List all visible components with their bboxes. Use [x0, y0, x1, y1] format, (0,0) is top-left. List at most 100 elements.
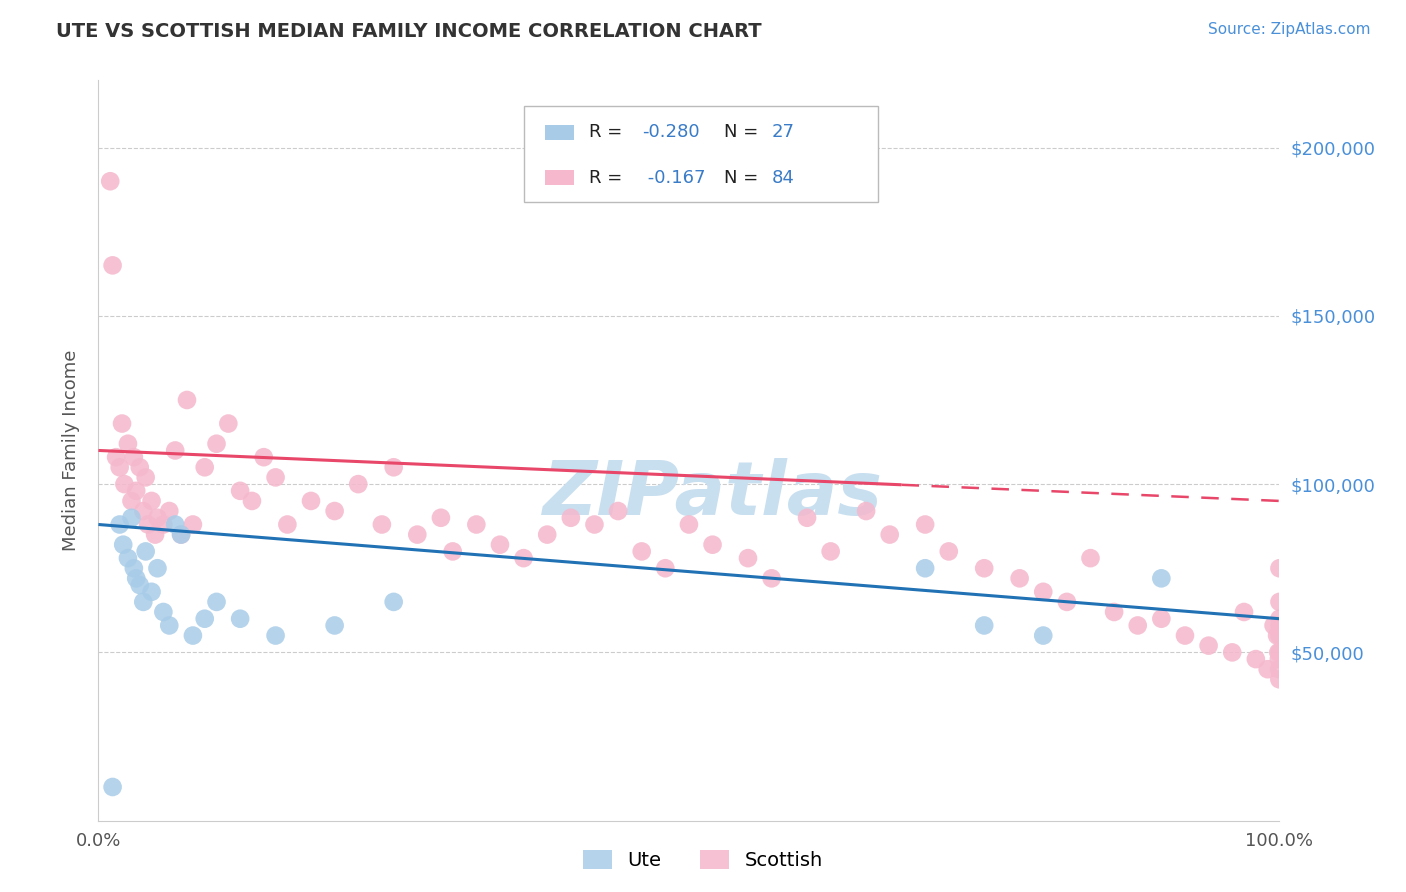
- Point: [855, 504, 877, 518]
- Legend: Ute, Scottish: Ute, Scottish: [575, 842, 831, 878]
- Point: [108, 460, 131, 475]
- Point: [702, 538, 724, 552]
- Point: [1102, 605, 1125, 619]
- Point: [229, 612, 252, 626]
- Point: [1174, 628, 1197, 642]
- Point: [112, 538, 135, 552]
- Point: [796, 510, 818, 524]
- Point: [217, 417, 239, 431]
- Point: [194, 460, 217, 475]
- Point: [1268, 662, 1291, 676]
- Point: [141, 494, 163, 508]
- Point: [101, 259, 124, 273]
- Point: [264, 470, 287, 484]
- Point: [761, 571, 783, 585]
- Point: [205, 436, 228, 450]
- Point: [607, 504, 630, 518]
- Point: [382, 595, 405, 609]
- Point: [1257, 662, 1279, 676]
- Point: [117, 436, 139, 450]
- Point: [1267, 645, 1289, 659]
- Point: [122, 561, 145, 575]
- Point: [229, 483, 252, 498]
- Point: [737, 551, 759, 566]
- Point: [205, 595, 228, 609]
- Point: [135, 544, 157, 558]
- Point: [194, 612, 217, 626]
- Point: [430, 510, 453, 524]
- Point: [146, 510, 169, 524]
- Point: [125, 483, 148, 498]
- Point: [536, 527, 558, 541]
- Y-axis label: Median Family Income: Median Family Income: [62, 350, 80, 551]
- Point: [1150, 612, 1173, 626]
- Point: [135, 470, 157, 484]
- Point: [914, 517, 936, 532]
- Point: [170, 527, 193, 541]
- Point: [1268, 561, 1291, 575]
- Point: [1198, 639, 1220, 653]
- Point: [1268, 673, 1291, 687]
- Point: [132, 504, 155, 518]
- Text: R =: R =: [589, 123, 627, 142]
- FancyBboxPatch shape: [546, 170, 575, 186]
- Point: [820, 544, 842, 558]
- Point: [253, 450, 276, 465]
- Text: 84: 84: [772, 169, 794, 186]
- Point: [489, 538, 512, 552]
- Text: ZIPatlas: ZIPatlas: [543, 458, 883, 532]
- Point: [371, 517, 394, 532]
- Point: [146, 561, 169, 575]
- Point: [157, 504, 180, 518]
- Point: [152, 605, 174, 619]
- Point: [1126, 618, 1149, 632]
- Text: -0.280: -0.280: [641, 123, 699, 142]
- Point: [1268, 645, 1291, 659]
- Point: [1268, 628, 1291, 642]
- Point: [165, 443, 187, 458]
- Point: [1265, 628, 1288, 642]
- Point: [170, 527, 193, 541]
- FancyBboxPatch shape: [523, 106, 877, 202]
- Point: [973, 561, 995, 575]
- Point: [406, 527, 429, 541]
- Point: [1268, 595, 1291, 609]
- Text: UTE VS SCOTTISH MEDIAN FAMILY INCOME CORRELATION CHART: UTE VS SCOTTISH MEDIAN FAMILY INCOME COR…: [56, 22, 762, 41]
- Point: [125, 571, 148, 585]
- Point: [128, 578, 150, 592]
- Point: [1263, 618, 1285, 632]
- Text: -0.167: -0.167: [641, 169, 706, 186]
- Point: [152, 517, 174, 532]
- Text: N =: N =: [724, 123, 765, 142]
- Point: [1268, 618, 1291, 632]
- Point: [136, 517, 159, 532]
- Point: [678, 517, 700, 532]
- Point: [112, 477, 135, 491]
- Point: [98, 174, 121, 188]
- Point: [1233, 605, 1256, 619]
- Point: [143, 527, 166, 541]
- Point: [583, 517, 606, 532]
- Point: [128, 460, 150, 475]
- Point: [181, 517, 204, 532]
- Point: [1056, 595, 1078, 609]
- Point: [1268, 652, 1291, 666]
- Point: [299, 494, 322, 508]
- Point: [165, 517, 187, 532]
- Point: [973, 618, 995, 632]
- Text: R =: R =: [589, 169, 627, 186]
- Point: [441, 544, 464, 558]
- Point: [1220, 645, 1243, 659]
- Point: [382, 460, 405, 475]
- Point: [1080, 551, 1102, 566]
- Point: [121, 510, 143, 524]
- Point: [132, 595, 155, 609]
- Point: [630, 544, 652, 558]
- Point: [1008, 571, 1031, 585]
- Text: N =: N =: [724, 169, 765, 186]
- Point: [121, 494, 143, 508]
- Point: [1032, 628, 1054, 642]
- Point: [914, 561, 936, 575]
- Point: [654, 561, 676, 575]
- Point: [108, 517, 131, 532]
